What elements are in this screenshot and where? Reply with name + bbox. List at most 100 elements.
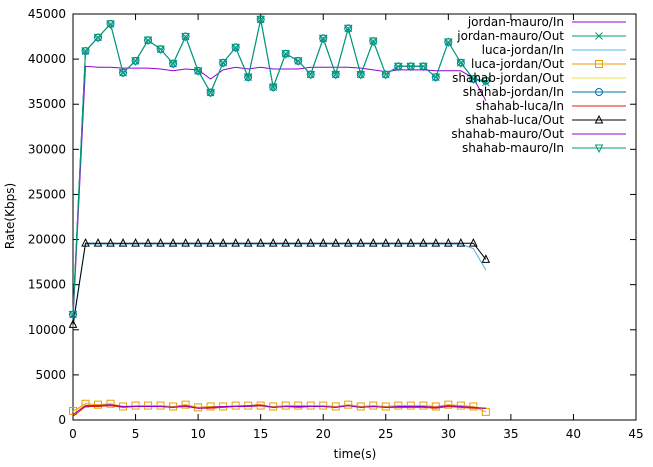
data-point — [144, 401, 153, 410]
plot-frame — [72, 13, 637, 421]
x-tick-label: 25 — [378, 427, 393, 441]
legend-entry-shahab-luca-out: shahab-luca/Out — [465, 113, 626, 127]
legend-entry-jordan-mauro-out: jordan-mauro/Out — [456, 29, 626, 43]
data-point — [106, 238, 115, 247]
data-point — [469, 75, 478, 85]
series-shahab-luca-out — [68, 238, 491, 328]
y-tick-label: 10000 — [28, 323, 66, 337]
series-shahab-mauro-out — [72, 404, 486, 416]
data-point — [206, 402, 215, 411]
data-point — [218, 59, 228, 68]
y-tick-label: 15000 — [28, 278, 66, 292]
x-tick-label: 0 — [69, 427, 77, 441]
x-tick-label: 10 — [190, 427, 205, 441]
legend-label: shahab-mauro/In — [462, 141, 564, 155]
data-point — [431, 73, 441, 83]
data-point — [131, 57, 140, 67]
data-point — [481, 254, 491, 263]
series-luca-jordan-in — [72, 243, 487, 328]
data-point — [281, 238, 290, 247]
data-point — [381, 402, 390, 411]
data-point — [444, 400, 453, 409]
data-point — [444, 238, 453, 247]
data-point — [369, 401, 378, 410]
data-point — [281, 401, 290, 410]
data-point — [294, 401, 303, 410]
series-line-luca-jordan-out — [72, 403, 487, 413]
legend-marker — [594, 144, 604, 154]
legend-marker — [595, 60, 603, 68]
data-point — [143, 238, 153, 247]
data-point — [268, 83, 278, 93]
data-point — [356, 238, 366, 247]
legend-entry-shahab-jordan-out: shahab-jordan/Out — [452, 71, 626, 85]
series-line-jordan-mauro-in — [72, 65, 487, 321]
y-tick-label: 20000 — [28, 233, 66, 247]
data-point — [419, 62, 428, 72]
data-point — [306, 238, 316, 247]
x-tick-label: 40 — [566, 427, 581, 441]
data-point — [393, 62, 403, 72]
legend-label: luca-jordan/Out — [471, 57, 564, 71]
data-point — [368, 238, 378, 247]
legend-label: shahab-luca/Out — [465, 113, 564, 127]
y-axis-label: Rate(Kbps) — [3, 183, 17, 249]
data-point — [293, 57, 303, 67]
data-point — [469, 238, 478, 247]
data-point — [68, 310, 78, 320]
data-point — [393, 238, 403, 247]
data-point — [206, 238, 215, 247]
data-point — [231, 238, 240, 247]
data-point — [344, 400, 353, 409]
legend-entry-luca-jordan-in: luca-jordan/In — [482, 43, 626, 57]
legend-marker — [594, 114, 604, 124]
data-point — [106, 20, 115, 30]
legend-label: shahab-luca/In — [476, 99, 564, 113]
data-point — [243, 238, 253, 247]
legend-entry-shahab-mauro-out: shahab-mauro/Out — [451, 127, 626, 141]
data-point — [118, 69, 128, 78]
data-point — [243, 73, 253, 83]
data-point — [268, 238, 278, 247]
data-point — [406, 238, 416, 247]
data-point — [94, 400, 103, 409]
data-point — [131, 401, 140, 410]
legend-label: luca-jordan/In — [482, 43, 564, 57]
x-tick-label: 45 — [628, 427, 643, 441]
data-point — [193, 238, 203, 247]
data-point — [281, 50, 290, 59]
data-point — [419, 401, 428, 410]
data-point — [106, 399, 115, 408]
x-tick-label: 5 — [132, 427, 140, 441]
data-point — [306, 70, 316, 80]
data-point — [381, 238, 391, 247]
x-axis-label: time(s) — [334, 447, 377, 461]
data-point — [319, 401, 328, 410]
data-point — [343, 24, 353, 34]
y-tick-label: 25000 — [28, 187, 66, 201]
data-point — [306, 401, 315, 410]
y-tick-label: 30000 — [28, 142, 66, 156]
data-point — [456, 59, 466, 68]
data-point — [368, 37, 378, 47]
data-point — [406, 62, 416, 72]
data-point — [343, 238, 353, 247]
data-point — [206, 88, 215, 98]
data-point — [456, 401, 465, 410]
legend-label: shahab-jordan/Out — [452, 71, 564, 85]
x-tick-label: 35 — [503, 427, 518, 441]
data-point — [318, 34, 328, 44]
data-point — [193, 67, 203, 76]
legend-label: jordan-mauro/Out — [456, 29, 564, 43]
y-tick-label: 5000 — [35, 368, 66, 382]
y-tick-label: 35000 — [28, 97, 66, 111]
legend-marker — [595, 88, 603, 96]
x-tick-label: 30 — [441, 427, 456, 441]
data-point — [81, 238, 90, 247]
y-tick-label: 0 — [58, 413, 66, 427]
data-point — [156, 238, 165, 247]
data-point — [68, 319, 78, 328]
x-tick-label: 15 — [253, 427, 268, 441]
series-line-shahab-luca-out — [72, 242, 487, 325]
